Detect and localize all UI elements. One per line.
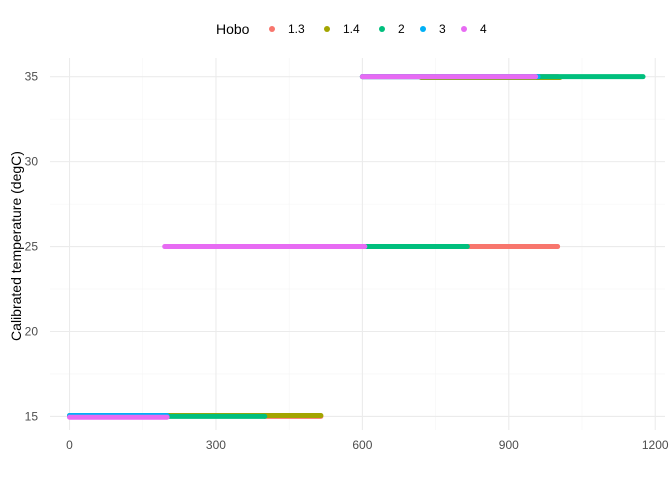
- legend-item: 3: [420, 22, 446, 36]
- legend-item: 1.3: [269, 22, 305, 36]
- grid-minor-lines: [50, 58, 665, 430]
- legend-title: Hobo: [216, 21, 250, 37]
- y-tick-label: 20: [25, 324, 39, 338]
- legend-key: [379, 26, 385, 32]
- x-tick-label: 0: [66, 438, 73, 452]
- x-tick-label: 300: [206, 438, 226, 452]
- legend-label: 1.3: [288, 22, 305, 36]
- legend-item: 2: [379, 22, 405, 36]
- legend-key: [420, 26, 426, 32]
- x-tick-label: 900: [499, 438, 519, 452]
- y-tick-label: 15: [25, 409, 39, 423]
- legend-key: [461, 26, 467, 32]
- y-axis-ticks: 15 20 25 30 35: [25, 70, 39, 424]
- legend-label: 3: [439, 22, 446, 36]
- x-tick-label: 600: [352, 438, 372, 452]
- y-axis-title: Calibrated temperature (degC): [8, 151, 24, 341]
- x-axis-ticks: 0 300 600 900 1200: [66, 438, 669, 452]
- data-series: [67, 74, 646, 420]
- legend-key: [269, 26, 275, 32]
- x-tick-label: 1200: [642, 438, 669, 452]
- legend-item: 1.4: [324, 22, 360, 36]
- legend-label: 4: [480, 22, 487, 36]
- legend: Hobo 1.3 1.4 2 3 4: [216, 21, 487, 37]
- y-tick-label: 25: [25, 240, 39, 254]
- legend-label: 2: [398, 22, 405, 36]
- y-tick-label: 35: [25, 70, 39, 84]
- series-4: [67, 74, 539, 420]
- y-tick-label: 30: [25, 155, 39, 169]
- legend-item: 4: [461, 22, 487, 36]
- legend-label: 1.4: [343, 22, 360, 36]
- legend-key: [324, 26, 330, 32]
